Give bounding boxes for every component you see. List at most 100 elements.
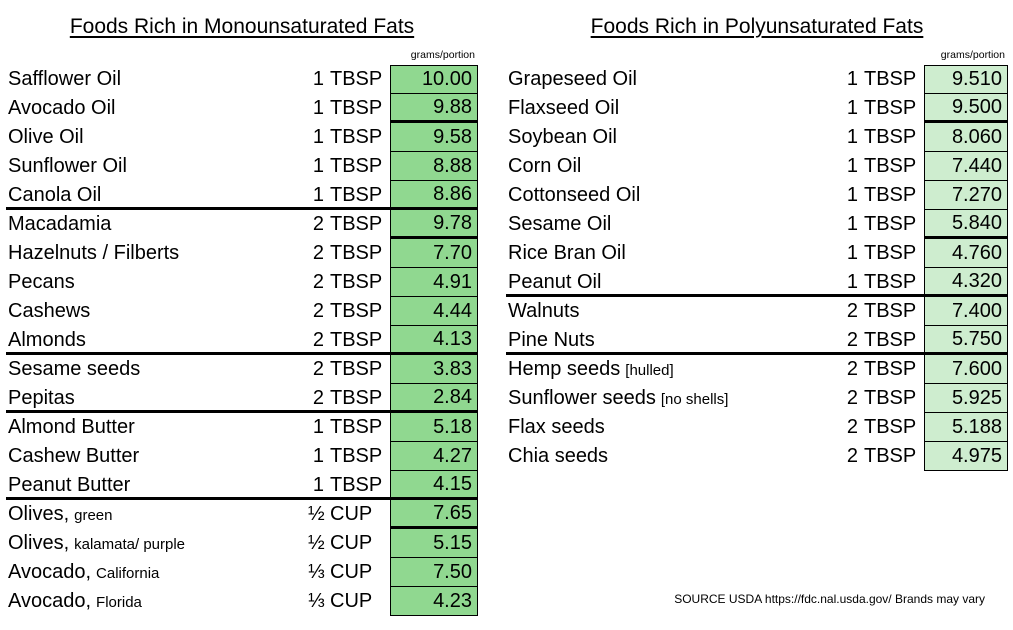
portion-unit: TBSP (864, 68, 917, 90)
portion-cell: 1 TBSP (308, 181, 390, 207)
food-name-cell: Flax seeds (506, 413, 842, 442)
grams-value-cell: 9.88 (390, 94, 478, 123)
portion-quantity: 1 (312, 155, 324, 177)
grams-value-cell: 5.750 (924, 326, 1008, 352)
food-name: Corn Oil (508, 155, 582, 177)
food-name: Cottonseed Oil (508, 184, 641, 206)
food-name: Sesame seeds (8, 358, 141, 380)
portion-unit: TBSP (330, 213, 383, 235)
portion-quantity: 1 (846, 68, 858, 90)
food-name-cell: Safflower Oil (6, 65, 308, 94)
food-name: Peanut Oil (508, 271, 602, 293)
table-row: Canola Oil 1 TBSP 8.86 (6, 181, 478, 210)
table-row: Cashews 2 TBSP 4.44 (6, 297, 478, 326)
grams-per-portion-header: grams/portion (940, 49, 1005, 61)
grams-value-cell: 5.925 (924, 384, 1008, 413)
grams-value-cell: 4.27 (390, 442, 478, 471)
portion-unit: TBSP (330, 358, 383, 380)
table-row: Sesame Oil 1 TBSP 5.840 (506, 210, 1008, 239)
grams-value-cell: 9.500 (924, 94, 1008, 123)
food-name: Sunflower Oil (8, 155, 127, 177)
portion-quantity: 2 (846, 387, 858, 409)
portion-unit: CUP (330, 503, 373, 525)
food-name-cell: Flaxseed Oil (506, 94, 842, 123)
portion-cell: 2 TBSP (842, 326, 924, 352)
portion-unit: TBSP (330, 155, 383, 177)
grams-value-cell: 5.840 (924, 210, 1008, 239)
food-name-qualifier: green (74, 507, 113, 524)
portion-cell: ⅓ CUP (308, 587, 390, 616)
food-name-cell: Pine Nuts (506, 326, 842, 352)
grams-value-cell: 4.44 (390, 297, 478, 326)
grams-value-cell: 9.510 (924, 65, 1008, 94)
table-row: Sunflower Oil 1 TBSP 8.88 (6, 152, 478, 181)
table-row: Flaxseed Oil 1 TBSP 9.500 (506, 94, 1008, 123)
portion-unit: TBSP (864, 445, 917, 467)
food-name: Pecans (8, 271, 75, 293)
table-title: Foods Rich in Polyunsaturated Fats (590, 15, 924, 38)
portion-cell: 1 TBSP (842, 181, 924, 210)
portion-unit: TBSP (330, 68, 383, 90)
food-name-cell: Olives, kalamata/ purple (6, 529, 308, 558)
food-name: Flax seeds (508, 416, 605, 438)
source-note: SOURCE USDA https://fdc.nal.usda.gov/ Br… (674, 592, 985, 606)
portion-quantity: 1 (312, 68, 324, 90)
food-name: Olives, (8, 503, 70, 525)
food-name: Avocado Oil (8, 97, 116, 119)
portion-quantity: 2 (846, 329, 858, 351)
food-name-qualifier: Florida (96, 594, 142, 611)
food-name: Peanut Butter (8, 474, 131, 496)
portion-unit: TBSP (330, 329, 383, 351)
portion-unit: TBSP (330, 242, 383, 264)
grams-value-cell: 7.65 (390, 500, 478, 529)
food-name-cell: Hazelnuts / Filberts (6, 239, 308, 268)
food-name-qualifier: [hulled] (625, 362, 674, 379)
food-name: Cashews (8, 300, 91, 322)
portion-cell: 2 TBSP (308, 268, 390, 297)
food-name-cell: Pepitas (6, 384, 308, 410)
grams-value-cell: 3.83 (390, 355, 478, 384)
portion-cell: 1 TBSP (842, 152, 924, 181)
table-row: Flax seeds 2 TBSP 5.188 (506, 413, 1008, 442)
food-name: Flaxseed Oil (508, 97, 620, 119)
food-name-cell: Soybean Oil (506, 123, 842, 152)
table-row: Pecans 2 TBSP 4.91 (6, 268, 478, 297)
portion-unit: TBSP (864, 416, 917, 438)
food-name: Hemp seeds (508, 358, 621, 380)
table-row: Grapeseed Oil 1 TBSP 9.510 (506, 65, 1008, 94)
food-name: Avocado, (8, 590, 92, 612)
grams-per-portion-header: grams/portion (410, 49, 475, 61)
portion-quantity: 1 (846, 155, 858, 177)
portion-cell: 2 TBSP (308, 210, 390, 239)
food-name: Chia seeds (508, 445, 609, 467)
grams-value-cell: 9.58 (390, 123, 478, 152)
table-row: Corn Oil 1 TBSP 7.440 (506, 152, 1008, 181)
portion-cell: 1 TBSP (842, 94, 924, 123)
table-row: Sunflower seeds [no shells] 2 TBSP 5.925 (506, 384, 1008, 413)
table-row: Pine Nuts 2 TBSP 5.750 (506, 326, 1008, 355)
grams-value-cell: 8.86 (390, 181, 478, 207)
portion-quantity: 1 (312, 445, 324, 467)
food-name: Walnuts (508, 300, 580, 322)
grams-value-cell: 8.060 (924, 123, 1008, 152)
food-name-cell: Chia seeds (506, 442, 842, 471)
portion-cell: 1 TBSP (308, 65, 390, 94)
portion-quantity: 1 (846, 213, 858, 235)
portion-quantity: 2 (846, 300, 858, 322)
portion-quantity: 1 (846, 126, 858, 148)
table-rows: Grapeseed Oil 1 TBSP 9.510 Flaxseed Oil 1 TBSP… (506, 65, 1008, 471)
table-row: Almonds 2 TBSP 4.13 (6, 326, 478, 355)
table-row: Hemp seeds [hulled] 2 TBSP 7.600 (506, 355, 1008, 384)
portion-quantity: 2 (846, 445, 858, 467)
portion-cell: 1 TBSP (308, 442, 390, 471)
portion-cell: 2 TBSP (842, 297, 924, 326)
portion-cell: 1 TBSP (308, 94, 390, 123)
portion-cell: 2 TBSP (308, 326, 390, 352)
food-name: Olive Oil (8, 126, 84, 148)
table-row: Avocado Oil 1 TBSP 9.88 (6, 94, 478, 123)
portion-unit: CUP (330, 532, 373, 554)
food-name: Sunflower seeds (508, 387, 656, 409)
table-monounsaturated-fats: Foods Rich in Monounsaturated Fats grams… (6, 6, 478, 616)
portion-cell: 2 TBSP (308, 297, 390, 326)
